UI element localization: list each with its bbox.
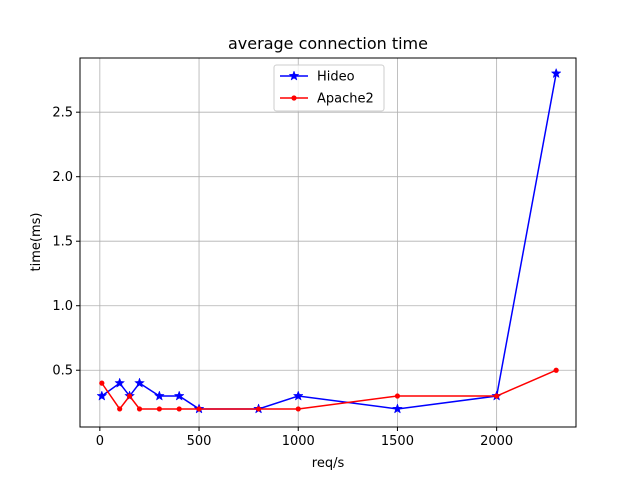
chart-title: average connection time — [228, 34, 428, 53]
data-point-hideo — [114, 377, 126, 388]
legend: Hideo Apache2 — [273, 64, 385, 112]
legend-item-hideo: Hideo — [280, 70, 355, 85]
x-tick-label: 2000 — [480, 434, 513, 449]
data-point-apache2 — [494, 393, 500, 399]
legend-marker — [288, 70, 300, 81]
data-point-hideo — [134, 377, 145, 388]
legend-label: Hideo — [317, 70, 355, 85]
data-point-apache2 — [127, 393, 133, 399]
series-layer — [96, 67, 562, 414]
data-point-apache2 — [99, 380, 105, 386]
series-apache2 — [99, 367, 559, 412]
x-tick-label: 0 — [96, 434, 104, 449]
data-point-apache2 — [196, 406, 202, 412]
grid — [80, 58, 576, 427]
data-point-apache2 — [295, 406, 301, 412]
y-tick-label: 2.0 — [52, 170, 73, 185]
y-tick-label: 1.0 — [52, 299, 73, 314]
data-point-apache2 — [394, 393, 401, 399]
x-axis-label: req/s — [312, 456, 345, 471]
data-point-hideo — [550, 67, 562, 79]
data-point-hideo — [292, 390, 304, 401]
series-line-hideo — [101, 73, 557, 410]
x-tick-label: 500 — [187, 434, 212, 449]
x-tick-label: 1500 — [381, 434, 414, 449]
y-axis-label: time(ms) — [29, 213, 44, 272]
data-point-apache2 — [117, 406, 123, 412]
data-point-apache2 — [255, 406, 262, 412]
data-point-apache2 — [156, 406, 162, 412]
plot-area-frame — [79, 57, 577, 428]
data-point-apache2 — [553, 367, 559, 373]
series-line-apache2 — [101, 369, 557, 411]
y-tick-label: 1.5 — [52, 235, 73, 250]
legend-label: Apache2 — [317, 92, 374, 107]
data-point-apache2 — [136, 406, 143, 412]
data-point-hideo — [173, 390, 185, 401]
data-point-hideo — [96, 390, 108, 401]
y-tick-label: 2.5 — [52, 106, 73, 121]
y-tick-label: 0.5 — [52, 364, 73, 379]
x-tick-label: 1000 — [282, 434, 315, 449]
data-point-apache2 — [176, 406, 182, 412]
legend-item-apache2: Apache2 — [280, 92, 374, 107]
ticks: 0 500 1000 1500 2000 0.5 1.0 1.5 2.0 2.5 — [52, 106, 513, 449]
data-point-hideo — [392, 403, 403, 414]
legend-marker — [291, 95, 297, 101]
data-point-hideo — [153, 390, 165, 401]
